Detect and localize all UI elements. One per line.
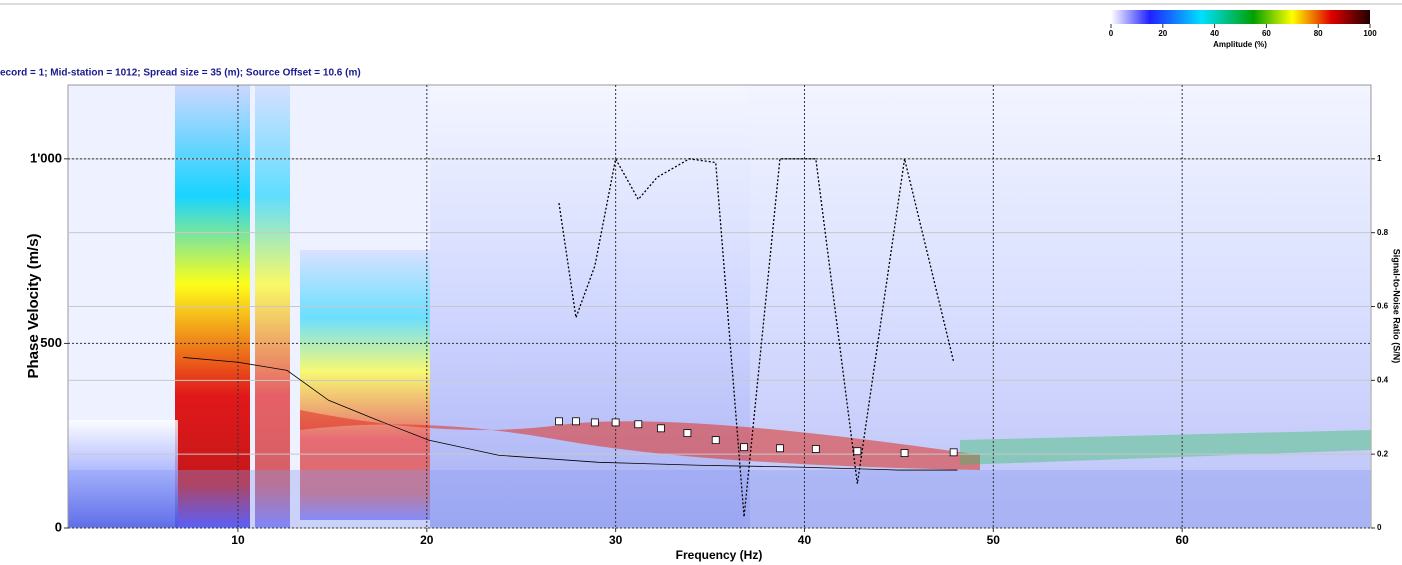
chart-title: ecord = 1; Mid-station = 1012; Spread si… bbox=[0, 68, 361, 79]
picked-point bbox=[612, 419, 619, 426]
picked-point bbox=[555, 418, 562, 425]
y2-tick-label: 0.2 bbox=[1377, 449, 1389, 458]
picked-point bbox=[854, 448, 861, 455]
y2-tick-label: 0.4 bbox=[1377, 375, 1389, 384]
y2-tick-label: 0.8 bbox=[1377, 228, 1389, 237]
y-tick-label: 500 bbox=[40, 335, 62, 350]
x-axis-label: Frequency (Hz) bbox=[676, 548, 763, 562]
colorbar-label: Amplitude (%) bbox=[1213, 40, 1267, 49]
x-tick-label: 50 bbox=[987, 533, 1001, 547]
picked-point bbox=[741, 444, 748, 451]
picked-point bbox=[591, 419, 598, 426]
picked-point bbox=[901, 450, 908, 457]
picked-point bbox=[684, 430, 691, 437]
picked-point bbox=[812, 445, 819, 452]
y2-tick-label: 0.6 bbox=[1377, 302, 1389, 311]
colorbar-tick-label: 20 bbox=[1158, 29, 1167, 38]
page: ecord = 1; Mid-station = 1012; Spread si… bbox=[0, 0, 1402, 565]
x-tick-label: 30 bbox=[609, 533, 623, 547]
x-tick-label: 20 bbox=[420, 533, 434, 547]
picked-point bbox=[950, 449, 957, 456]
picked-point bbox=[635, 421, 642, 428]
y-axis-label: Phase Velocity (m/s) bbox=[25, 233, 42, 378]
picked-point bbox=[712, 437, 719, 444]
picked-point bbox=[776, 445, 783, 452]
image-texture bbox=[68, 470, 1371, 528]
colorbar-tick-label: 80 bbox=[1314, 29, 1323, 38]
y-tick-label: 0 bbox=[55, 519, 62, 534]
chart: ecord = 1; Mid-station = 1012; Spread si… bbox=[0, 0, 1402, 565]
colorbar-tick-label: 100 bbox=[1363, 29, 1377, 38]
x-tick-label: 40 bbox=[798, 533, 812, 547]
x-tick-label: 60 bbox=[1175, 533, 1189, 547]
colorbar-tick-label: 60 bbox=[1262, 29, 1271, 38]
y2-axis-label: Signal-to-Noise Ratio (S/N) bbox=[1392, 249, 1402, 364]
colorbar-tick-label: 40 bbox=[1210, 29, 1219, 38]
y2-tick-label: 1 bbox=[1377, 154, 1382, 163]
picked-point bbox=[572, 418, 579, 425]
y-tick-label: 1'000 bbox=[30, 150, 62, 165]
y2-tick-label: 0 bbox=[1377, 523, 1382, 532]
x-tick-label: 10 bbox=[231, 533, 245, 547]
colorbar-tick-label: 0 bbox=[1109, 29, 1114, 38]
picked-point bbox=[657, 425, 664, 432]
colorbar bbox=[1111, 10, 1370, 24]
